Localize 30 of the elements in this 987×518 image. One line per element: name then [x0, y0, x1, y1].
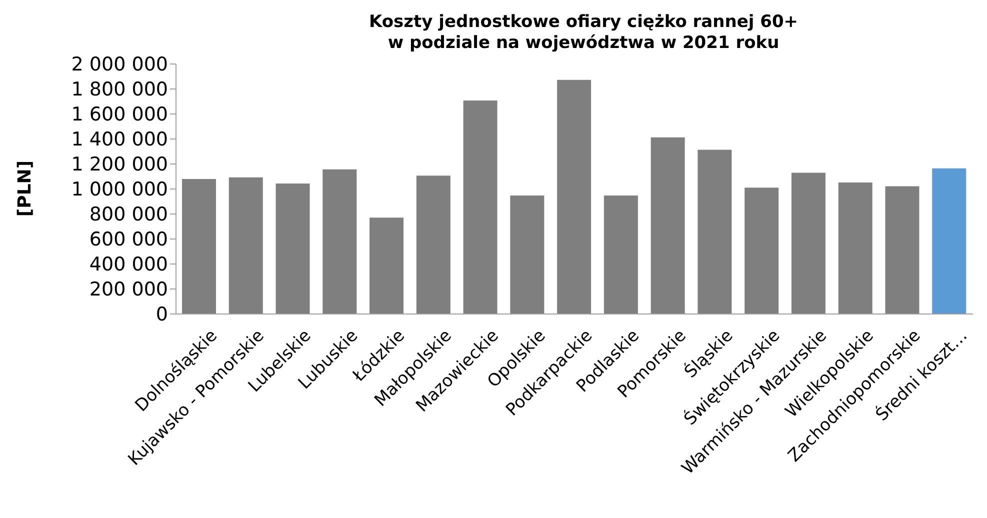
bar [370, 218, 404, 314]
y-tick-label: 1 200 000 [71, 154, 168, 176]
bar [932, 168, 966, 314]
bar [228, 177, 263, 314]
chart-title: Koszty jednostkowe ofiary ciężko rannej 60+ w podziale na województwa w 2021 roku [368, 12, 800, 54]
bar [557, 80, 592, 314]
y-tick-label: 1 800 000 [71, 78, 168, 101]
bar [276, 184, 310, 314]
bar [650, 137, 685, 314]
y-tick-label: 600 000 [89, 228, 168, 251]
y-tick-label: 1 400 000 [71, 128, 168, 151]
y-axis-title: [PLN] [14, 160, 36, 216]
bar [604, 196, 638, 314]
y-tick-label: 400 000 [89, 254, 168, 276]
bar [182, 179, 216, 314]
bar [510, 196, 544, 314]
y-tick-label: 1 600 000 [71, 104, 168, 126]
bar [885, 186, 920, 314]
bar [463, 100, 498, 314]
bar [322, 169, 357, 314]
bar [791, 172, 826, 314]
y-tick-label: 0 [156, 304, 168, 326]
bar [838, 182, 872, 314]
bar [698, 150, 732, 314]
y-tick-label: 1 000 000 [71, 178, 168, 201]
y-tick-label: 800 000 [89, 204, 168, 226]
y-tick-label: 2 000 000 [71, 54, 168, 76]
bar [416, 176, 450, 314]
y-tick-label: 200 000 [89, 278, 168, 301]
bar [744, 188, 779, 314]
